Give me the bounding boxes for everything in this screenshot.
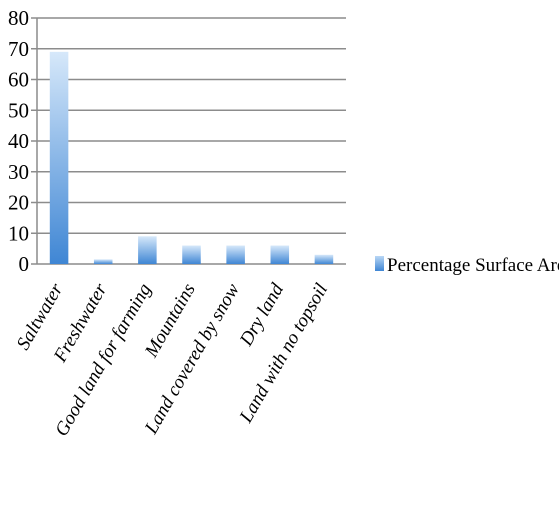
y-tick-label: 0 (19, 252, 30, 276)
bar-dry-land (270, 245, 290, 264)
bar-good-land-for-farming (138, 236, 157, 264)
y-tick-label: 20 (8, 191, 29, 215)
legend-swatch (375, 256, 384, 271)
bar-freshwater (93, 259, 113, 264)
legend: Percentage Surface Area (375, 255, 559, 276)
y-tick-label: 60 (8, 68, 29, 92)
bar-land-covered-by-snow (226, 245, 245, 264)
y-tick-label: 50 (8, 98, 29, 122)
y-tick-label: 10 (8, 221, 29, 245)
y-tick-label: 80 (8, 6, 29, 30)
gridlines (37, 17, 346, 265)
x-tick-label: Land with no topsoil (235, 280, 332, 427)
bar-mountains (182, 245, 201, 264)
bar-saltwater (49, 51, 69, 265)
legend-label: Percentage Surface Area (387, 255, 559, 276)
y-tick-label: 70 (8, 37, 29, 61)
bar-land-with-no-topsoil (314, 254, 334, 264)
y-tick-label: 30 (8, 160, 29, 184)
bars (49, 51, 334, 265)
y-axis-ticks: 0 10 20 30 40 50 60 70 80 (8, 6, 38, 276)
y-tick-label: 40 (8, 129, 29, 153)
